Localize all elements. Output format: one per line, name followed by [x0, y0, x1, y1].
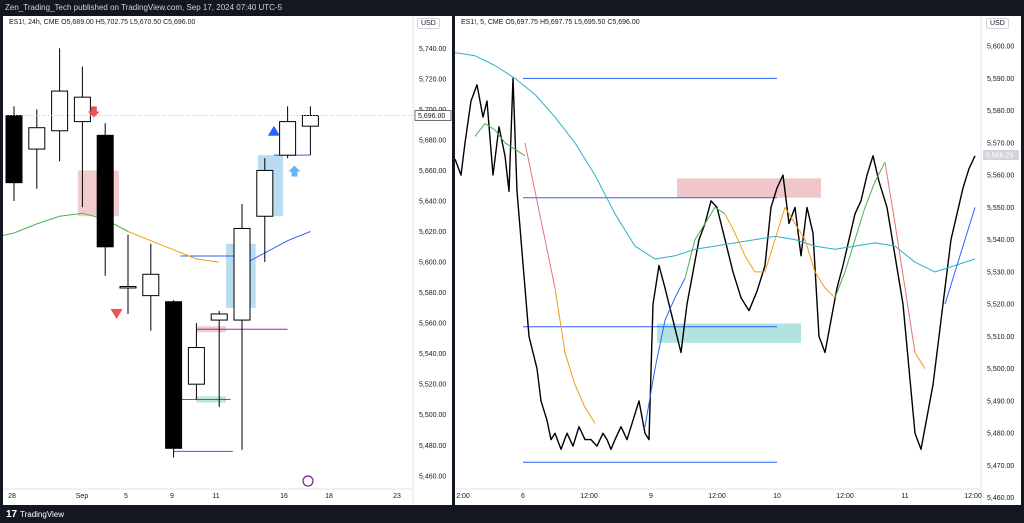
sell-triangle-icon — [110, 308, 123, 319]
right-x-tick-label: 11 — [901, 493, 908, 500]
right-y-tick-label: 5,590.00 — [987, 76, 1014, 83]
left-y-tick-label: 5,500.00 — [419, 412, 446, 419]
right-series-ma-blue-2 — [944, 207, 976, 305]
left-chart-pane[interactable]: 5,740.005,720.005,700.005,680.005,660.00… — [3, 16, 452, 505]
right-x-tick-label: 6 — [521, 493, 525, 500]
left-candle-body — [73, 96, 91, 123]
right-y-tick-label: 5,540.00 — [987, 237, 1014, 244]
right-y-tick-label: 5,570.00 — [987, 140, 1014, 147]
left-x-tick-label: 11 — [212, 493, 219, 500]
right-series-ma-red — [524, 142, 556, 289]
left-x-tick-label: 28 — [8, 493, 16, 500]
left-x-tick-label: 16 — [280, 493, 288, 500]
left-candle-body — [142, 273, 160, 297]
right-zone-1 — [657, 323, 801, 343]
publish-text: Zen_Trading_Tech published on TradingVie… — [5, 3, 283, 12]
right-zone-0 — [677, 178, 821, 198]
right-last-price-tag: 5,566.25 — [986, 152, 1013, 159]
right-y-tick-label: 5,600.00 — [987, 44, 1014, 51]
tradingview-logo-icon: 17 — [6, 509, 18, 520]
header-bar: Zen_Trading_Tech published on TradingVie… — [0, 0, 1024, 16]
right-y-tick-label: 5,460.00 — [987, 495, 1014, 502]
left-candle-body — [5, 114, 23, 184]
right-y-tick-label: 5,580.00 — [987, 108, 1014, 115]
right-series-ma-green — [474, 123, 526, 157]
left-y-tick-label: 5,560.00 — [419, 321, 446, 328]
left-y-tick-label: 5,600.00 — [419, 260, 446, 267]
left-x-tick-label: Sep — [76, 493, 89, 500]
left-candle-body — [301, 114, 319, 127]
left-candle-body — [233, 227, 251, 321]
left-candle-body — [28, 127, 46, 150]
left-x-tick-label: 23 — [393, 493, 401, 500]
down-arrow-icon — [87, 106, 100, 118]
left-y-tick-label: 5,580.00 — [419, 290, 446, 297]
left-symbol-line: ES1!, 24h, CME O5,689.00 H5,702.75 L5,67… — [9, 19, 196, 26]
right-y-tick-label: 5,550.00 — [987, 205, 1014, 212]
right-y-tick-label: 5,480.00 — [987, 431, 1014, 438]
left-ma-line-2 — [241, 231, 311, 266]
left-y-tick-label: 5,740.00 — [419, 46, 446, 53]
right-x-tick-label: 10 — [773, 493, 781, 500]
right-x-tick-label: 12:00 — [836, 493, 854, 500]
right-symbol-line: ES1!, 5, CME O5,697.75 H5,697.75 L5,695.… — [461, 19, 640, 26]
left-candle-body — [279, 121, 297, 156]
left-candle-body — [119, 285, 137, 289]
left-candle-body — [165, 301, 183, 449]
left-x-tick-label: 18 — [325, 493, 333, 500]
right-last-price-tag-bg — [983, 149, 1019, 160]
left-y-tick-label: 5,480.00 — [419, 443, 446, 450]
right-y-tick-label: 5,520.00 — [987, 302, 1014, 309]
right-x-tick-label: 9 — [649, 493, 653, 500]
left-y-tick-label: 5,660.00 — [419, 168, 446, 175]
right-x-tick-label: 12:00 — [708, 493, 726, 500]
up-arrow-icon — [288, 165, 301, 177]
right-y-tick-label: 5,470.00 — [987, 463, 1014, 470]
right-y-tick-label: 5,510.00 — [987, 334, 1014, 341]
left-last-price-tag-bg — [414, 110, 452, 121]
right-series-ma-green-3 — [834, 161, 886, 298]
right-chart-svg[interactable]: 5,600.00 5,590.00 5,580.00 5,570.00 5,560.00… — [455, 16, 1021, 505]
right-y-tick-label: 5,490.00 — [987, 398, 1014, 405]
left-y-tick-label: 5,460.00 — [419, 473, 446, 480]
right-series-ma-orange-2 — [724, 206, 836, 299]
left-y-tick-label: 5,520.00 — [419, 382, 446, 389]
left-candle-body — [256, 169, 274, 217]
right-x-tick-label: 12:00 — [580, 493, 598, 500]
right-y-tick-label: 5,560.00 — [987, 173, 1014, 180]
left-currency-button[interactable]: USD — [417, 18, 440, 29]
buy-triangle-icon — [267, 125, 280, 136]
footer-bar: 17 TradingView — [0, 505, 1024, 523]
right-series-price — [455, 77, 976, 450]
right-series-ma-red-2 — [884, 162, 916, 353]
left-last-price-tag: 5,696.00 — [418, 113, 445, 120]
right-series-ma-orange — [554, 287, 596, 424]
left-candle-body — [96, 134, 114, 248]
replay-icon — [302, 475, 314, 487]
brand-name: TradingView — [20, 510, 65, 519]
left-x-tick-label: 5 — [124, 493, 128, 500]
left-ma-line-1 — [127, 231, 220, 263]
right-y-tick-label: 5,530.00 — [987, 269, 1014, 276]
right-y-tick-label: 5,500.00 — [987, 366, 1014, 373]
right-series-ma-orange-3 — [914, 352, 926, 369]
right-chart-pane[interactable]: 5,600.00 5,590.00 5,580.00 5,570.00 5,560.00… — [455, 16, 1021, 505]
right-series-ma-cyan — [455, 52, 976, 273]
left-candle-body — [51, 90, 69, 132]
left-y-tick-label: 5,720.00 — [419, 76, 446, 83]
right-x-tick-label: 2:00 — [456, 493, 470, 500]
left-chart-svg[interactable]: 5,740.005,720.005,700.005,680.005,660.00… — [3, 16, 452, 505]
left-candle-body — [210, 313, 228, 321]
right-currency-button[interactable]: USD — [986, 18, 1009, 29]
left-y-tick-label: 5,620.00 — [419, 229, 446, 236]
left-y-tick-label: 5,680.00 — [419, 137, 446, 144]
right-series-ma-blue — [644, 278, 686, 427]
left-y-tick-label: 5,640.00 — [419, 198, 446, 205]
right-series-ma-green-2 — [684, 206, 726, 279]
left-candle-body — [187, 347, 205, 385]
right-x-tick-label: 12:00 — [964, 493, 982, 500]
left-y-tick-label: 5,540.00 — [419, 351, 446, 358]
left-x-tick-label: 9 — [170, 493, 174, 500]
